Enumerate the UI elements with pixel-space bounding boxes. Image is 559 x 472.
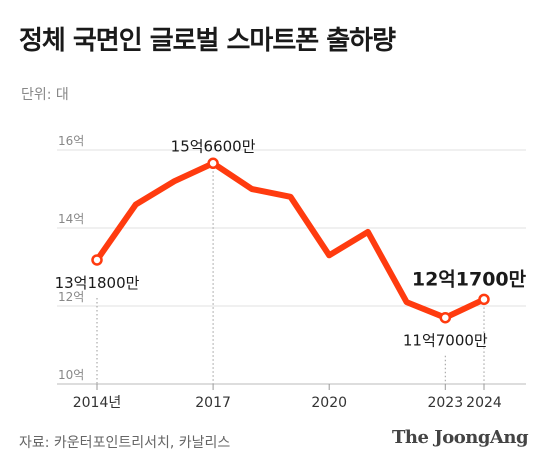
chart-title: 정체 국면인 글로벌 스마트폰 출하량 bbox=[19, 26, 396, 56]
data-point bbox=[478, 293, 490, 306]
data-label: 15억6600만 bbox=[171, 137, 256, 155]
data-point bbox=[207, 157, 219, 170]
data-point bbox=[91, 254, 103, 266]
data-label: 13억1800만 bbox=[55, 274, 140, 292]
y-tick-label: 12억 bbox=[58, 290, 84, 304]
y-tick-label: 14억 bbox=[58, 212, 84, 226]
x-tick-label: 2014년 bbox=[73, 395, 122, 411]
publisher-logo: The JoongAng bbox=[392, 427, 529, 448]
x-tick-label: 2023 bbox=[427, 395, 463, 411]
x-tick-label: 2024 bbox=[466, 395, 502, 411]
x-tick-label: 2017 bbox=[195, 395, 231, 411]
data-point bbox=[439, 311, 452, 324]
unit-label: 단위: 대 bbox=[21, 87, 69, 103]
y-tick-label: 16억 bbox=[58, 134, 84, 148]
data-label: 12억1700만 bbox=[412, 268, 527, 290]
y-tick-label: 10억 bbox=[58, 368, 84, 382]
data-label: 11억7000만 bbox=[403, 332, 488, 350]
series-line bbox=[94, 160, 487, 321]
source-note: 자료: 카운터포인트리서치, 카날리스 bbox=[19, 435, 231, 451]
x-tick-label: 2020 bbox=[311, 395, 347, 411]
